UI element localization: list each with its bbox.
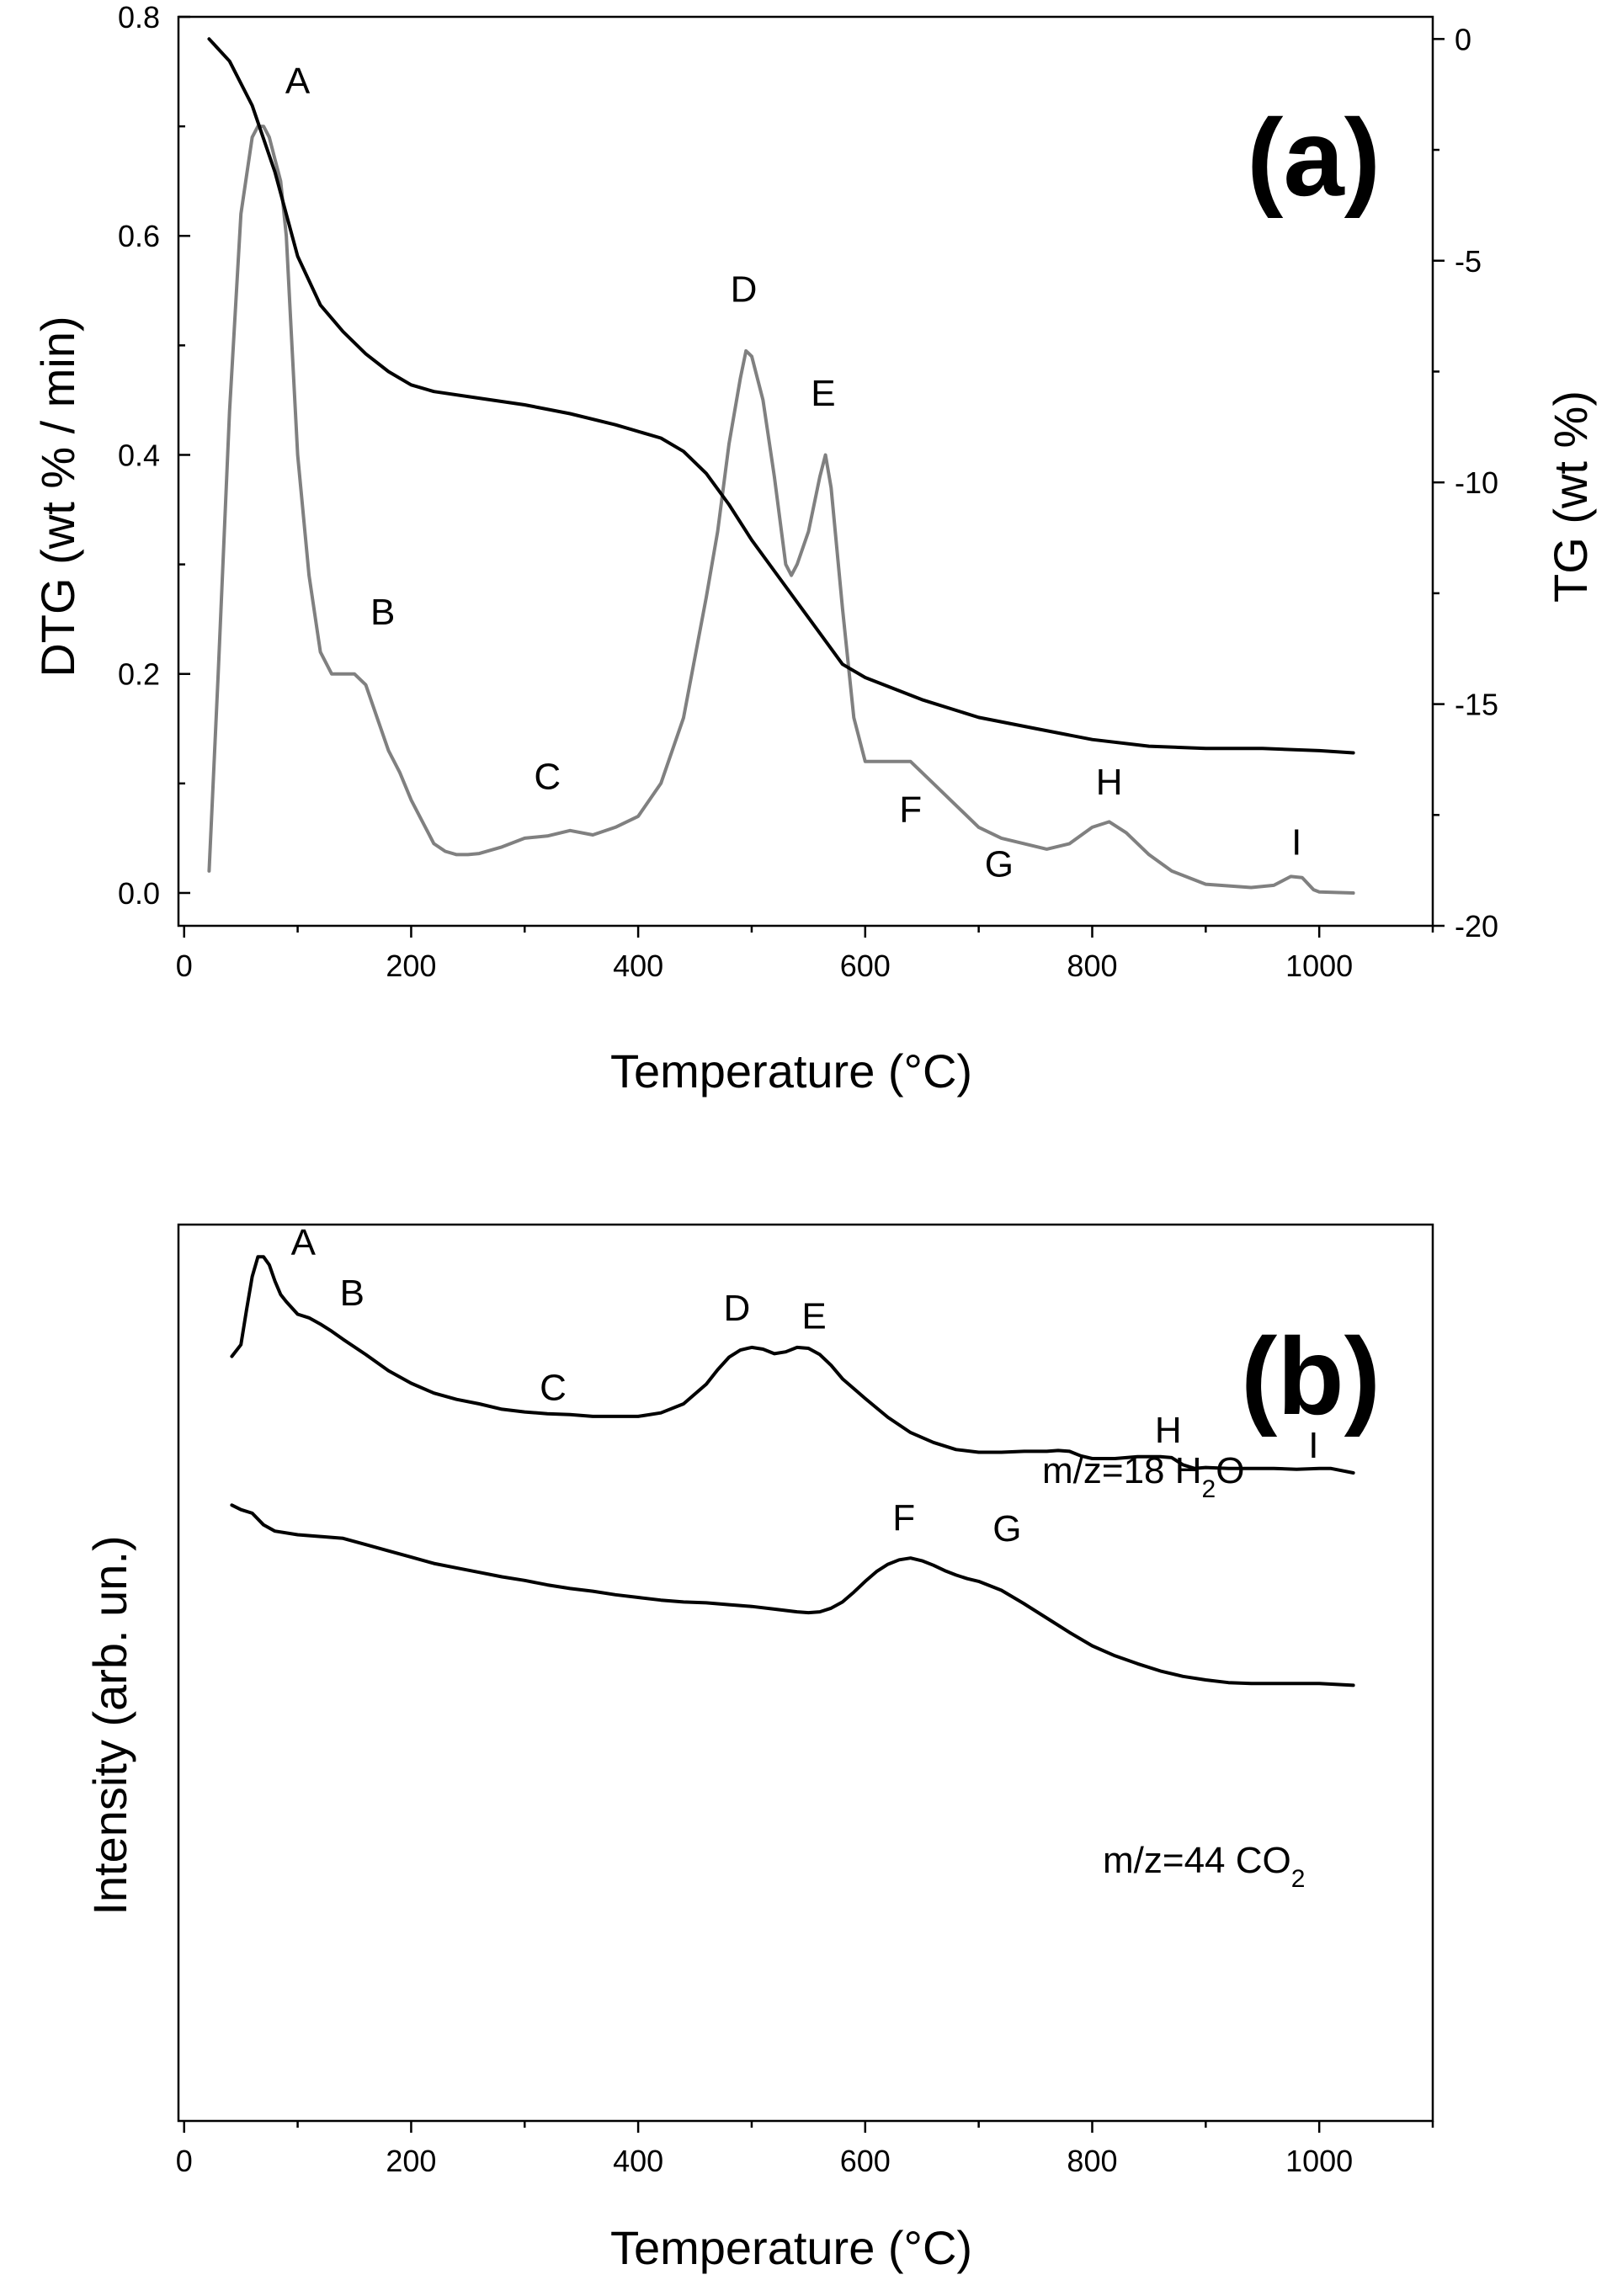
- panel-a-peak-label: G: [985, 843, 1014, 885]
- panel-a-marks: 0 200 400 600 800 1000 0.0 0.2 0.4 0.6 0.8 0 -5 -10 -1…: [118, 0, 1498, 983]
- panel-a-y2tick-label: 0: [1455, 22, 1471, 56]
- panel-a-y2tick-label: -15: [1455, 688, 1498, 722]
- panel-b-h2o-line: [230, 1255, 1355, 1475]
- panel-a-peak-label: I: [1291, 821, 1301, 863]
- panel-b-peak-label: I: [1308, 1425, 1318, 1466]
- panel-a-peak-label: F: [899, 789, 922, 830]
- panel-a: 0 200 400 600 800 1000 0.0 0.2 0.4 0.6 0.8 0 -5 -10 -1…: [31, 0, 1597, 1098]
- panel-a-xtick-label: 800: [1067, 949, 1117, 983]
- panel-b-xlabel: Temperature (°C): [610, 2221, 972, 2274]
- panel-b-peak-label: F: [892, 1497, 915, 1539]
- panel-a-xlabel: Temperature (°C): [610, 1044, 972, 1098]
- panel-b-co2-line: [230, 1503, 1355, 1687]
- panel-a-xtick-label: 0: [176, 949, 193, 983]
- panel-a-xtick-label: 200: [386, 949, 436, 983]
- panel-a-peak-label: H: [1096, 762, 1123, 803]
- panel-a-peak-label: B: [370, 592, 395, 633]
- h2o-series-label: m/z=18 H2O: [1042, 1450, 1244, 1503]
- panel-a-dtg-line: [207, 125, 1355, 895]
- panel-b-peak-label: A: [291, 1222, 317, 1263]
- panel-b-peak-label: C: [540, 1368, 567, 1409]
- panel-b-label: (b): [1241, 1315, 1381, 1438]
- panel-a-y2tick-label: -20: [1455, 909, 1498, 943]
- panel-b-marks: 0 200 400 600 800 1000 AB C D E H I F G: [176, 1222, 1434, 2178]
- panel-b-peak-label: E: [801, 1296, 826, 1337]
- panel-a-ytick-label: 0.0: [118, 876, 160, 911]
- panel-b-xtick-label: 800: [1067, 2144, 1117, 2178]
- panel-a-ytick-label: 0.6: [118, 219, 160, 253]
- panel-b-peak-label: B: [340, 1273, 365, 1314]
- panel-a-y2tick-label: -5: [1455, 244, 1482, 279]
- panel-b-peak-label: H: [1155, 1410, 1182, 1451]
- panel-a-ylabel: DTG (wt % / min): [31, 316, 84, 677]
- panel-b-xtick-label: 400: [613, 2144, 663, 2178]
- panel-a-xtick-label: 1000: [1285, 949, 1353, 983]
- panel-a-xtick-label: 400: [613, 949, 663, 983]
- panel-a-peak-label: C: [534, 756, 561, 797]
- panel-a-ytick-label: 0.4: [118, 438, 160, 472]
- panel-a-peak-label: D: [731, 268, 758, 310]
- panel-a-ytick-label: 0.8: [118, 0, 160, 35]
- co2-series-label: m/z=44 CO2: [1103, 1840, 1305, 1893]
- panel-b-frame: [177, 1223, 1434, 2123]
- panel-b-peak-label: D: [724, 1288, 751, 1329]
- panel-b-peak-label: G: [992, 1508, 1021, 1549]
- panel-b-xtick-label: 600: [840, 2144, 891, 2178]
- panel-b-xtick-label: 200: [386, 2144, 436, 2178]
- panel-b-xtick-label: 1000: [1285, 2144, 1353, 2178]
- panel-b-xtick-label: 0: [176, 2144, 193, 2178]
- panel-a-tg-line: [207, 37, 1355, 755]
- panel-b: 0 200 400 600 800 1000 AB C D E H I F G (b) Temperatu…: [83, 1222, 1434, 2274]
- panel-a-label: (a): [1247, 96, 1381, 219]
- panel-a-ytick-label: 0.2: [118, 657, 160, 692]
- panel-a-peak-label: E: [811, 373, 835, 414]
- panel-a-xtick-label: 600: [840, 949, 891, 983]
- panel-a-frame: [177, 15, 1434, 927]
- panel-a-peak-label: A: [285, 61, 311, 102]
- panel-a-y2tick-label: -10: [1455, 465, 1498, 500]
- panel-a-y2label: TG (wt %): [1544, 391, 1597, 603]
- panel-b-ylabel: Intensity (arb. un.): [83, 1535, 136, 1915]
